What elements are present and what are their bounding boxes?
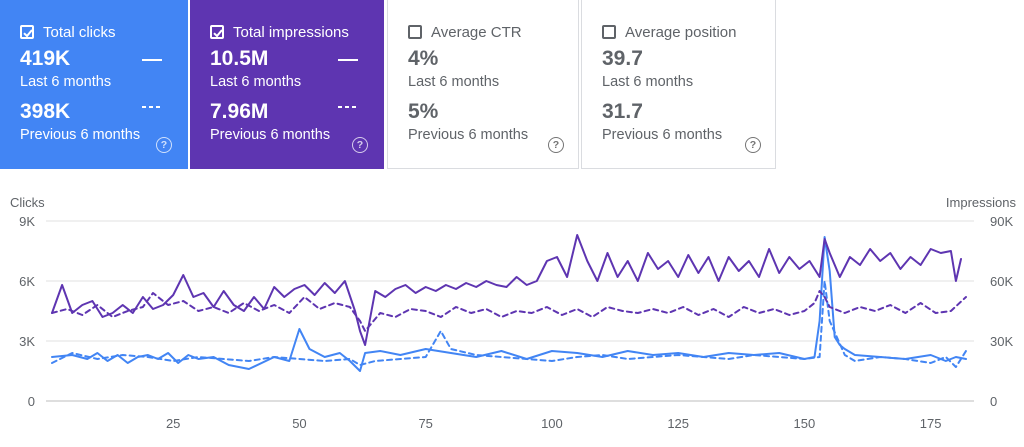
average-position-card[interactable]: Average position 39.7 Last 6 months 31.7… — [581, 0, 776, 169]
y-tick-label-right: 60K — [990, 274, 1013, 289]
x-tick-label: 75 — [418, 416, 432, 431]
current-value: 4% — [408, 47, 439, 70]
current-period-label: Last 6 months — [602, 74, 694, 90]
solid-line-legend-icon — [142, 59, 162, 61]
clicks-previous-series-line — [51, 280, 967, 368]
previous-value: 398K — [20, 100, 71, 123]
dashed-line-legend-icon — [142, 106, 162, 108]
right-axis-title: Impressions — [946, 195, 1017, 210]
checkbox-checked-icon[interactable] — [20, 25, 34, 39]
x-tick-label: 125 — [667, 416, 689, 431]
current-period-label: Last 6 months — [408, 74, 500, 90]
impressions-current-series-line — [51, 234, 962, 346]
impressions-previous-series-line — [51, 290, 967, 332]
y-tick-label-right: 90K — [990, 214, 1013, 229]
current-period-label: Last 6 months — [210, 74, 302, 90]
total-impressions-card[interactable]: Total impressions 10.5M Last 6 months 7.… — [190, 0, 384, 169]
card-title: Total clicks — [43, 23, 116, 41]
left-axis-title: Clicks — [10, 195, 45, 210]
total-clicks-card[interactable]: Total clicks 419K Last 6 months 398K Pre… — [0, 0, 188, 169]
card-title: Average position — [625, 23, 737, 41]
current-value: 10.5M — [210, 47, 269, 70]
previous-value: 5% — [408, 100, 439, 123]
average-ctr-card[interactable]: Average CTR 4% Last 6 months 5% Previous… — [387, 0, 579, 169]
previous-period-label: Previous 6 months — [408, 127, 529, 143]
help-circle-icon[interactable]: ? — [548, 137, 564, 153]
card-header: Average position — [602, 22, 775, 42]
performance-line-chart: Clicks Impressions 0 3K 6K 9K 0 30K 60K 90K 25 50 75… — [10, 195, 1017, 431]
current-period-label: Last 6 months — [20, 74, 112, 90]
solid-line-legend-icon — [338, 59, 358, 61]
help-circle-icon[interactable]: ? — [156, 137, 172, 153]
y-tick-label-left: 6K — [19, 274, 35, 289]
x-tick-label: 50 — [292, 416, 306, 431]
metric-cards: Total clicks 419K Last 6 months 398K Pre… — [0, 0, 776, 170]
previous-value: 31.7 — [602, 100, 643, 123]
clicks-current-series-line — [51, 236, 967, 372]
y-tick-label-right: 30K — [990, 334, 1013, 349]
y-tick-label-right: 0 — [990, 394, 997, 409]
checkbox-unchecked-icon[interactable] — [408, 25, 422, 39]
previous-period-label: Previous 6 months — [210, 127, 331, 143]
y-tick-label-left: 0 — [28, 394, 35, 409]
previous-period-label: Previous 6 months — [602, 127, 723, 143]
current-value: 419K — [20, 47, 71, 70]
card-title: Total impressions — [233, 23, 349, 41]
y-tick-label-left: 9K — [19, 214, 35, 229]
help-circle-icon[interactable]: ? — [352, 137, 368, 153]
checkbox-unchecked-icon[interactable] — [602, 25, 616, 39]
checkbox-checked-icon[interactable] — [210, 25, 224, 39]
previous-period-label: Previous 6 months — [20, 127, 141, 143]
current-value: 39.7 — [602, 47, 643, 70]
x-tick-label: 150 — [794, 416, 816, 431]
previous-value: 7.96M — [210, 100, 269, 123]
help-circle-icon[interactable]: ? — [745, 137, 761, 153]
x-tick-label: 25 — [166, 416, 180, 431]
dashed-line-legend-icon — [338, 106, 358, 108]
x-tick-label: 100 — [541, 416, 563, 431]
y-tick-label-left: 3K — [19, 334, 35, 349]
card-header: Average CTR — [408, 22, 578, 42]
x-tick-label: 175 — [920, 416, 942, 431]
card-header: Total impressions — [210, 22, 384, 42]
card-title: Average CTR — [431, 23, 522, 41]
card-header: Total clicks — [20, 22, 188, 42]
